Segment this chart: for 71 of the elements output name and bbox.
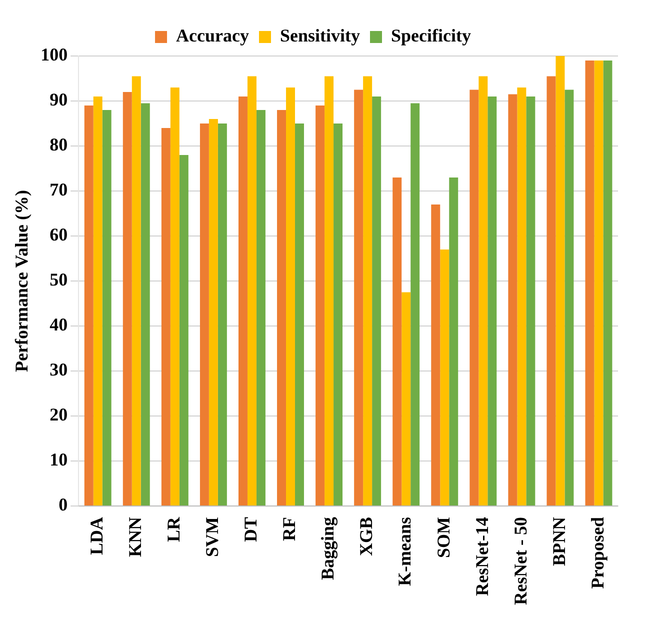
x-tick-label: K-means bbox=[394, 517, 415, 586]
bar bbox=[170, 88, 180, 506]
x-tick-label: RF bbox=[279, 517, 300, 542]
bar bbox=[277, 110, 286, 506]
bar bbox=[286, 88, 295, 506]
bar bbox=[402, 292, 411, 506]
x-tick-label: DT bbox=[240, 517, 261, 542]
x-tick-label: LDA bbox=[86, 517, 107, 556]
legend-label: Specificity bbox=[390, 26, 471, 46]
bar bbox=[200, 124, 209, 506]
x-tick-label: ResNet - 50 bbox=[510, 517, 530, 606]
bar bbox=[140, 103, 150, 506]
bar bbox=[556, 56, 565, 506]
bar bbox=[410, 103, 420, 506]
legend-label: Sensitivity bbox=[280, 26, 360, 46]
y-tick-label: 30 bbox=[50, 360, 68, 380]
y-tick-label: 50 bbox=[50, 270, 68, 290]
bar bbox=[179, 155, 188, 506]
x-tick-label: Bagging bbox=[318, 517, 338, 580]
bar bbox=[161, 128, 170, 506]
x-tick-label: ResNet-14 bbox=[472, 517, 492, 596]
y-axis-title: Performance Value (%) bbox=[11, 190, 32, 372]
bar bbox=[238, 96, 248, 506]
bar bbox=[440, 250, 450, 506]
y-tick-label: 0 bbox=[58, 494, 68, 515]
bar bbox=[354, 90, 364, 506]
x-tick-label: XGB bbox=[356, 517, 376, 556]
y-tick-label: 20 bbox=[50, 404, 68, 425]
bar bbox=[208, 119, 218, 506]
bar bbox=[546, 76, 556, 506]
bar bbox=[449, 178, 458, 506]
bar bbox=[316, 106, 325, 506]
y-tick-label: 60 bbox=[50, 224, 68, 245]
y-tick-label: 70 bbox=[50, 180, 68, 200]
x-tick-label: SOM bbox=[433, 517, 454, 558]
bar bbox=[603, 60, 612, 506]
x-tick-label: Proposed bbox=[587, 517, 608, 589]
y-tick-label: 40 bbox=[50, 314, 68, 335]
y-tick-label: 90 bbox=[50, 90, 68, 110]
bar bbox=[218, 124, 227, 506]
bar bbox=[102, 110, 112, 506]
bar bbox=[564, 90, 574, 506]
bar bbox=[478, 76, 488, 506]
bar bbox=[488, 96, 497, 506]
bar bbox=[392, 178, 402, 506]
x-tick-label: LR bbox=[164, 516, 184, 542]
bar bbox=[93, 96, 102, 506]
bar bbox=[594, 60, 604, 506]
bar bbox=[431, 204, 440, 506]
bar bbox=[247, 76, 256, 506]
bar bbox=[363, 76, 372, 506]
bar bbox=[84, 106, 94, 506]
y-tick-label: 80 bbox=[50, 134, 68, 155]
bar bbox=[324, 76, 334, 506]
bar bbox=[517, 88, 526, 506]
bar bbox=[585, 60, 594, 506]
bar bbox=[372, 96, 382, 506]
x-tick-label: SVM bbox=[202, 517, 222, 558]
bar bbox=[295, 124, 304, 506]
bar bbox=[508, 94, 518, 506]
bar bbox=[132, 76, 141, 506]
bar bbox=[526, 96, 536, 506]
y-tick-label: 10 bbox=[50, 450, 68, 470]
bar bbox=[122, 92, 132, 506]
x-tick-label: BPNN bbox=[548, 517, 569, 566]
bar bbox=[470, 90, 479, 506]
legend-label: Accuracy bbox=[176, 26, 249, 46]
x-tick-label: KNN bbox=[125, 517, 146, 558]
bar bbox=[256, 110, 266, 506]
bar bbox=[334, 124, 343, 506]
y-tick-label: 100 bbox=[40, 44, 68, 65]
